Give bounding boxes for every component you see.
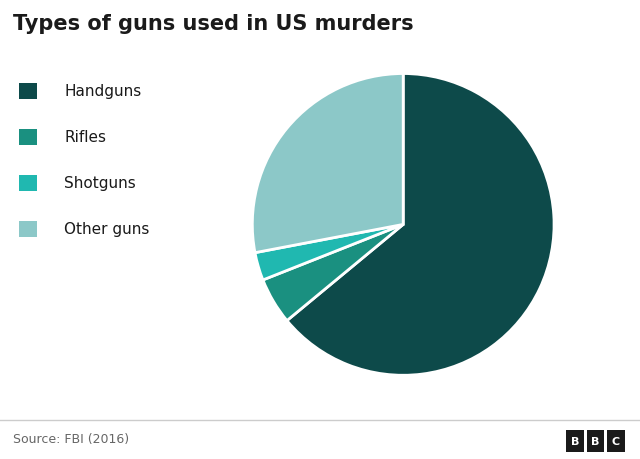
Wedge shape <box>263 225 403 321</box>
Text: Other guns: Other guns <box>64 222 149 237</box>
Wedge shape <box>287 74 554 375</box>
Text: C: C <box>612 436 620 446</box>
Text: Source: FBI (2016): Source: FBI (2016) <box>13 432 129 445</box>
Text: Handguns: Handguns <box>64 84 141 99</box>
Text: B: B <box>571 436 579 446</box>
Text: Shotguns: Shotguns <box>64 176 136 191</box>
Text: B: B <box>591 436 600 446</box>
FancyBboxPatch shape <box>607 430 625 452</box>
Text: Rifles: Rifles <box>64 130 106 145</box>
Text: Types of guns used in US murders: Types of guns used in US murders <box>13 14 413 34</box>
FancyBboxPatch shape <box>587 430 604 452</box>
FancyBboxPatch shape <box>566 430 584 452</box>
Wedge shape <box>252 74 403 253</box>
Wedge shape <box>255 225 403 280</box>
